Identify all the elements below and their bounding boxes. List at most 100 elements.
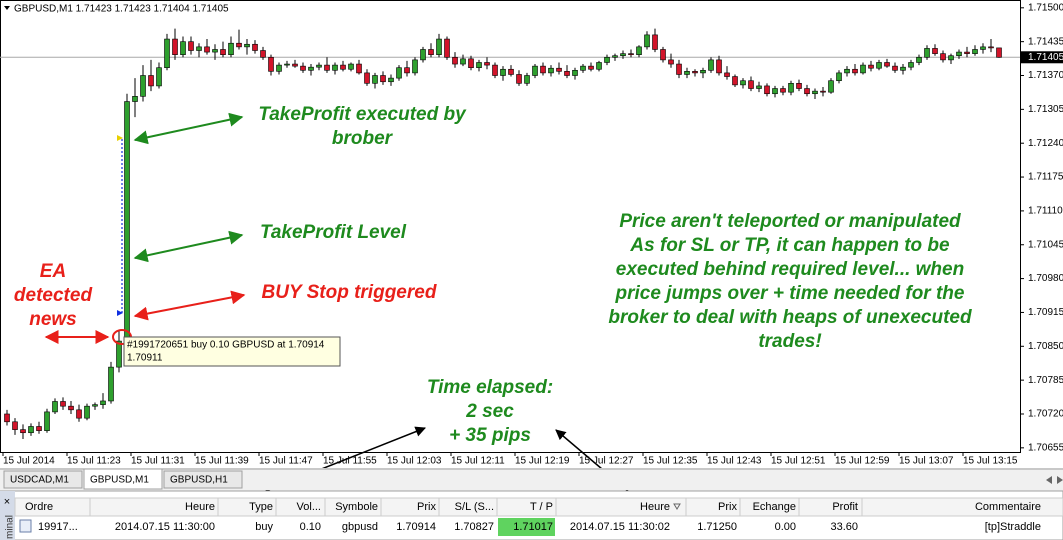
chart-header: GBPUSD,M1 1.71423 1.71423 1.71404 1.7140… bbox=[14, 4, 229, 15]
column-header[interactable]: Profit bbox=[832, 501, 858, 513]
candle-body bbox=[540, 65, 546, 74]
column-header[interactable]: Heure bbox=[640, 501, 670, 513]
candle-body bbox=[492, 64, 498, 76]
y-tick-label: 1.71045 bbox=[1028, 239, 1063, 250]
candle-body bbox=[340, 64, 346, 70]
column-header[interactable]: Prix bbox=[718, 501, 737, 513]
y-tick-label: 1.70720 bbox=[1028, 409, 1063, 420]
candle-body bbox=[4, 413, 10, 423]
cell[interactable]: 19917... bbox=[38, 521, 78, 533]
column-header[interactable]: Echange bbox=[753, 501, 796, 513]
candle-body bbox=[44, 411, 50, 431]
candle-body bbox=[388, 77, 394, 83]
cell[interactable]: 1.70827 bbox=[454, 521, 494, 533]
cell[interactable]: 33.60 bbox=[830, 521, 858, 533]
candle-body bbox=[284, 63, 290, 66]
x-tick-label: 15 Jul 12:59 bbox=[835, 456, 890, 467]
column-header[interactable]: Commentaire bbox=[975, 501, 1041, 513]
x-tick-label: 15 Jul 12:19 bbox=[515, 456, 570, 467]
candle-body bbox=[412, 59, 418, 74]
annotation: detected bbox=[14, 285, 93, 306]
candle-body bbox=[868, 64, 874, 69]
candle-body bbox=[36, 426, 42, 431]
candle-body bbox=[924, 48, 930, 58]
candle-body bbox=[180, 41, 186, 55]
candle-body bbox=[460, 58, 466, 65]
candle-body bbox=[468, 58, 474, 68]
tab[interactable] bbox=[83, 468, 163, 490]
column-header[interactable]: Ordre bbox=[25, 501, 53, 513]
cell[interactable]: 0.10 bbox=[300, 521, 321, 533]
tab-label[interactable]: GBPUSD,H1 bbox=[170, 475, 228, 486]
candle-body bbox=[772, 88, 778, 95]
column-header[interactable]: Type bbox=[249, 501, 273, 513]
tab-label[interactable]: USDCAD,M1 bbox=[10, 475, 69, 486]
cell[interactable]: 0.00 bbox=[775, 521, 796, 533]
cell[interactable]: [tp]Straddle bbox=[985, 521, 1041, 533]
cell[interactable]: 2014.07.15 11:30:00 bbox=[115, 521, 215, 533]
candle-body bbox=[380, 75, 386, 83]
annotation: executed behind required level... when bbox=[616, 259, 964, 280]
tab[interactable] bbox=[163, 470, 243, 489]
tab[interactable] bbox=[3, 470, 83, 489]
cell[interactable]: gbpusd bbox=[342, 521, 378, 533]
column-header[interactable]: Heure bbox=[185, 501, 215, 513]
column-header[interactable]: T / P bbox=[530, 501, 553, 513]
candle-body bbox=[548, 67, 554, 74]
candle-body bbox=[76, 409, 82, 419]
candle-body bbox=[564, 71, 570, 76]
candle-body bbox=[732, 76, 738, 86]
tab-scroll[interactable] bbox=[1046, 476, 1063, 484]
candle-body bbox=[516, 74, 522, 84]
candle-body bbox=[700, 69, 706, 74]
tab-label[interactable]: GBPUSD,M1 bbox=[90, 475, 149, 486]
candle-body bbox=[420, 49, 426, 61]
candle-body bbox=[60, 401, 66, 407]
tooltip bbox=[123, 336, 341, 367]
x-tick-label: 15 Jul 13:15 bbox=[963, 456, 1018, 467]
annotation: TakeProfit Level bbox=[260, 222, 407, 243]
candle-body bbox=[964, 51, 970, 54]
candle-body bbox=[220, 49, 226, 55]
cell[interactable]: 1.71250 bbox=[697, 521, 737, 533]
candle-body bbox=[212, 49, 218, 53]
column-header[interactable]: S/L (S... bbox=[455, 501, 494, 513]
cell[interactable]: 1.71017 bbox=[513, 521, 553, 533]
candle-body bbox=[740, 80, 746, 86]
candle-body bbox=[916, 56, 922, 63]
close-button[interactable]: × bbox=[4, 496, 10, 508]
current-price-label: 1.71405 bbox=[1028, 52, 1063, 63]
candle-body bbox=[996, 47, 1002, 58]
candle-body bbox=[716, 59, 722, 74]
cell[interactable]: 2014.07.15 11:30:02 bbox=[570, 521, 670, 533]
candle-body bbox=[132, 96, 138, 102]
candle-body bbox=[268, 56, 274, 72]
candle-body bbox=[900, 66, 906, 71]
tooltip-text: 1.70911 bbox=[127, 353, 163, 364]
y-tick-label: 1.70915 bbox=[1028, 307, 1063, 318]
x-tick-label: 15 Jul 13:07 bbox=[899, 456, 954, 467]
candle-body bbox=[124, 101, 130, 342]
candle-body bbox=[84, 405, 90, 419]
candle-body bbox=[100, 400, 106, 405]
candle-body bbox=[452, 56, 458, 65]
terminal-side-label: minal bbox=[5, 515, 16, 539]
annotation: broker to deal with heaps of unexecuted bbox=[608, 307, 972, 328]
candle-body bbox=[860, 64, 866, 74]
candle-body bbox=[244, 43, 250, 48]
column-header[interactable]: Vol... bbox=[297, 501, 321, 513]
x-tick-label: 15 Jul 12:03 bbox=[387, 456, 442, 467]
x-tick-label: 15 Jul 12:11 bbox=[451, 456, 505, 467]
candle-body bbox=[764, 85, 770, 95]
cell[interactable]: buy bbox=[255, 521, 273, 533]
candle-body bbox=[252, 43, 258, 51]
tab-bar bbox=[0, 468, 1063, 490]
annotation: BUY Stop triggered bbox=[262, 282, 437, 303]
menu-triangle[interactable] bbox=[4, 6, 10, 10]
candle-body bbox=[940, 53, 946, 61]
column-header[interactable]: Prix bbox=[417, 501, 436, 513]
candle-body bbox=[484, 62, 490, 66]
cell[interactable]: 1.70914 bbox=[396, 521, 436, 533]
column-header[interactable]: Symbole bbox=[335, 501, 378, 513]
